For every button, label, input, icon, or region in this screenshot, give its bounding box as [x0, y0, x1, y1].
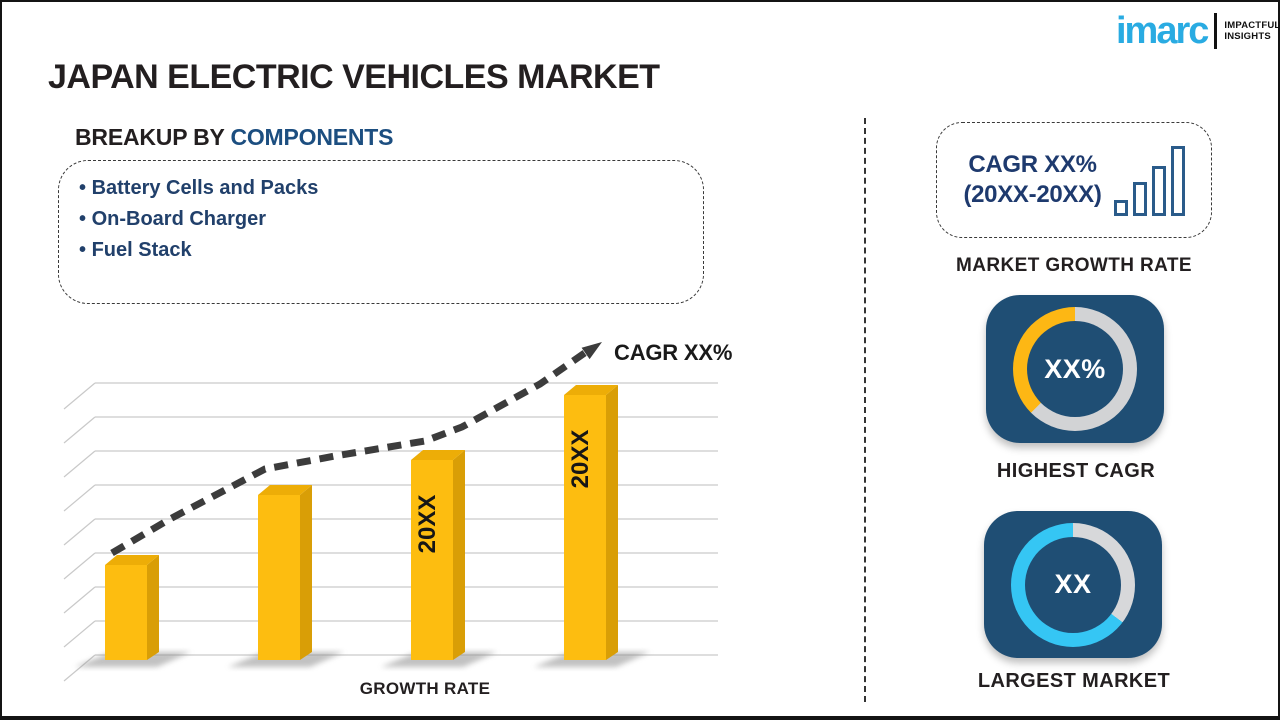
trend-cagr-label: CAGR XX%: [614, 340, 733, 365]
largest-market-tile: XX: [984, 511, 1162, 658]
imarc-logo: imarc IMPACTFUL INSIGHTS: [1116, 12, 1280, 50]
logo-tagline-line2: INSIGHTS: [1224, 31, 1271, 42]
bar-top-face: [411, 450, 465, 460]
breakup-item: Fuel Stack: [79, 235, 703, 266]
bar-top-face: [105, 555, 159, 565]
bar: [105, 565, 147, 660]
x-axis-label: GROWTH RATE: [359, 679, 491, 698]
breakup-components-box: Battery Cells and Packs On-Board Charger…: [58, 160, 704, 304]
gridline-tick: [63, 484, 96, 512]
bar-icon-segment: [1151, 166, 1166, 216]
growth-bar-chart: 20XX 20XX: [63, 342, 718, 682]
gridline-tick: [63, 416, 96, 444]
highest-cagr-value: XX%: [1044, 353, 1106, 384]
breakup-heading: BREAKUP BY COMPONENTS: [75, 124, 393, 151]
bar-year-label: 20XX: [414, 495, 441, 554]
bar-side-face: [147, 555, 159, 660]
market-growth-rate-box: CAGR XX% (20XX-20XX): [936, 122, 1212, 238]
imarc-logo-wordmark: imarc: [1116, 10, 1209, 52]
bars: [105, 385, 618, 660]
bar-icon-segment: [1132, 182, 1147, 216]
cagr-box-line2: (20XX-20XX): [963, 181, 1102, 208]
logo-tagline-line1: IMPACTFUL: [1224, 20, 1280, 31]
bar-icon-segment: [1113, 200, 1128, 216]
bar-shadows: [75, 652, 650, 667]
largest-market-donut-chart: XX: [1011, 522, 1135, 647]
bar: [411, 460, 453, 660]
ascending-bars-icon: [1113, 144, 1185, 216]
highest-cagr-donut-chart: XX%: [1013, 307, 1137, 431]
bar-top-face: [564, 385, 618, 395]
bar-side-face: [300, 485, 312, 660]
largest-market-value: XX: [1054, 569, 1092, 599]
trend-arrow: [110, 342, 602, 557]
cagr-box-line1: CAGR XX%: [968, 151, 1097, 178]
gridline-tick: [63, 586, 96, 614]
breakup-heading-prefix: BREAKUP BY: [75, 124, 231, 150]
breakup-item: On-Board Charger: [79, 204, 703, 235]
largest-market-label: LARGEST MARKET: [977, 670, 1171, 692]
bar-icon-segment: [1170, 146, 1185, 216]
gridline-tick: [63, 450, 96, 478]
page-title: JAPAN ELECTRIC VEHICLES MARKET: [48, 58, 660, 96]
breakup-item: Battery Cells and Packs: [79, 173, 703, 204]
highest-cagr-tile: XX%: [986, 295, 1164, 443]
bar-labels: 20XX 20XX: [414, 430, 594, 554]
logo-divider-bar: [1214, 13, 1218, 49]
trend-dashed-line: [110, 349, 588, 557]
bar-side-face: [453, 450, 465, 660]
bar-top-face: [258, 485, 312, 495]
bar-side-face: [606, 385, 618, 660]
breakup-heading-highlight: COMPONENTS: [230, 124, 394, 150]
gridline-tick: [63, 518, 96, 546]
gridline-tick: [63, 654, 96, 682]
bar-year-label: 20XX: [567, 430, 594, 489]
vertical-divider: [864, 118, 866, 702]
bar: [564, 395, 606, 660]
trend-arrowhead: [581, 342, 602, 360]
highest-cagr-label: HIGHEST CAGR: [996, 460, 1156, 482]
chart-gridlines: [63, 382, 718, 682]
gridline-tick: [63, 382, 96, 410]
market-growth-rate-label: MARKET GROWTH RATE: [956, 255, 1192, 276]
gridline-tick: [63, 552, 96, 580]
gridline-tick: [63, 620, 96, 648]
cagr-box-text: CAGR XX% (20XX-20XX): [963, 150, 1101, 210]
bar: [258, 495, 300, 660]
logo-tagline: IMPACTFUL INSIGHTS: [1224, 20, 1280, 42]
